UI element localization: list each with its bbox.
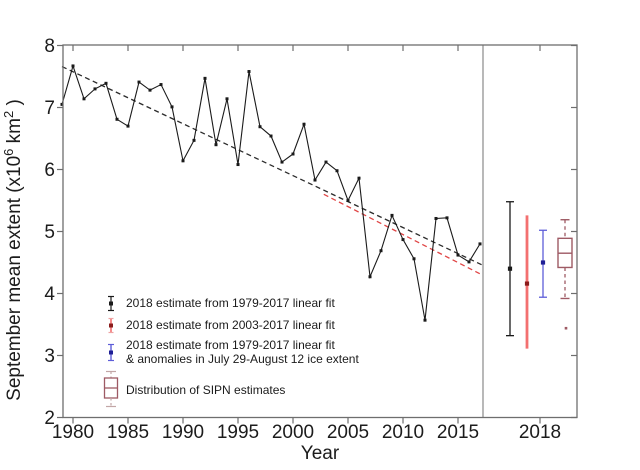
extent-data-point [291, 152, 295, 156]
y-label-text: ) [4, 99, 25, 111]
extent-data-point [379, 249, 383, 253]
extent-data-point [346, 199, 350, 202]
x-axis-label: Year [301, 443, 340, 464]
red-errorbar-icon [96, 316, 126, 335]
extent-data-point [390, 213, 394, 217]
y-tick-label: 7 [44, 98, 55, 119]
extent-data-point [71, 64, 75, 68]
y-tick-label: 2 [44, 408, 55, 429]
extent-data-point [148, 88, 152, 92]
extent-data-point [236, 163, 240, 167]
legend-label: 2018 estimate from 1979-2017 linear fit [126, 296, 335, 311]
x-tick-label: 1995 [217, 422, 259, 443]
trend-line-2003-2017-linear-fit [323, 193, 483, 276]
extent-data-point [478, 242, 482, 246]
estimate-center-marker-2 [540, 260, 546, 265]
legend-label: Distribution of SIPN estimates [126, 382, 286, 397]
extent-data-point [170, 105, 174, 109]
extent-line [61, 64, 481, 321]
y-label-text: September mean extent (x10 [4, 156, 25, 401]
legend-item-black-fit: 2018 estimate from 1979-2017 linear fit [96, 294, 359, 313]
legend-item-blue-fit: 2018 estimate from 1979-2017 linear fit &… [96, 338, 359, 366]
extent-data-point [357, 176, 361, 180]
y-tick-label: 5 [44, 222, 55, 243]
extent-data-point [324, 160, 328, 164]
x-tick-label: 2015 [437, 422, 479, 443]
legend-label-line1: 2018 estimate from 1979-2017 linear fit [126, 338, 335, 352]
extent-data-point [203, 76, 207, 80]
extent-data-point [467, 260, 471, 264]
extent-data-point [434, 216, 438, 220]
x-tick-label: 2005 [327, 422, 369, 443]
legend-item-sipn-boxplot: Distribution of SIPN estimates [96, 369, 359, 410]
extent-data-point [445, 216, 449, 220]
x-tick-label: 2000 [272, 422, 314, 443]
extent-data-point [368, 275, 372, 279]
x-tick-label-2018: 2018 [519, 422, 561, 443]
y-label-sup6: 6 [1, 149, 16, 156]
y-label-sup2: 2 [1, 111, 16, 118]
legend: 2018 estimate from 1979-2017 linear fit … [96, 294, 359, 410]
extent-data-point [181, 159, 185, 163]
extent-data-point [82, 97, 86, 101]
boxplot-outlier [564, 326, 568, 330]
y-tick-label: 6 [44, 160, 55, 181]
extent-data-point [269, 134, 273, 138]
sipn-boxplot-icon [96, 369, 126, 410]
extent-data-point [60, 102, 64, 106]
legend-label: 2018 estimate from 2003-2017 linear fit [126, 318, 335, 333]
legend-label: 2018 estimate from 1979-2017 linear fit &… [126, 338, 359, 366]
extent-data-point [247, 70, 251, 74]
black-errorbar-icon [96, 294, 126, 313]
x-tick-label: 1980 [52, 422, 94, 443]
extent-data-point [280, 160, 284, 164]
x-tick-label: 1990 [162, 422, 204, 443]
trend-line-1979-2017-linear-fit [61, 65, 483, 266]
extent-data-point [192, 138, 196, 142]
extent-data-point [258, 125, 262, 129]
extent-data-point [225, 97, 229, 101]
y-label-text: km [4, 118, 25, 149]
extent-data-point [159, 83, 163, 87]
extent-data-point [456, 253, 460, 257]
extent-data-point [313, 178, 317, 182]
legend-label-line2: & anomalies in July 29-August 12 ice ext… [126, 352, 359, 367]
blue-errorbar-icon [96, 342, 126, 363]
extent-data-point [137, 80, 141, 84]
extent-data-point [93, 87, 97, 91]
extent-data-point [302, 122, 306, 126]
x-tick-label: 1985 [107, 422, 149, 443]
y-tick-label: 8 [44, 36, 55, 57]
extent-data-point [214, 143, 218, 147]
y-axis-label: September mean extent (x106 km2 ) [1, 99, 25, 401]
extent-data-point [126, 124, 130, 128]
extent-data-point [104, 81, 108, 85]
y-tick-label: 3 [44, 346, 55, 367]
estimate-center-marker-0 [507, 266, 513, 271]
extent-data-point [335, 169, 339, 173]
estimate-center-marker-1 [524, 281, 530, 286]
legend-item-red-fit: 2018 estimate from 2003-2017 linear fit [96, 316, 359, 335]
extent-data-point [115, 117, 119, 121]
extent-data-point [412, 257, 416, 261]
y-tick-label: 4 [44, 284, 55, 305]
extent-data-point [423, 318, 427, 322]
x-tick-label: 2010 [382, 422, 424, 443]
extent-data-point [401, 238, 405, 242]
